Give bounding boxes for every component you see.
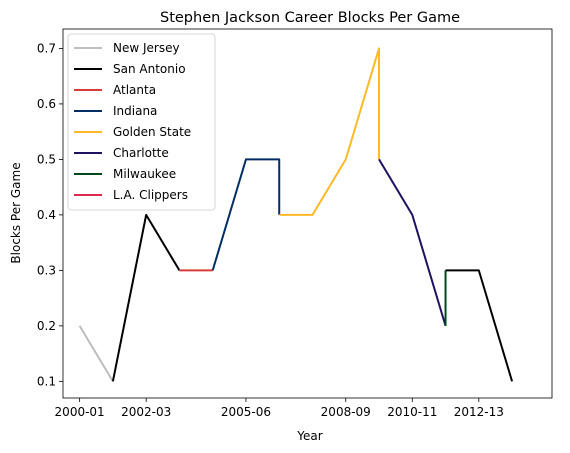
- y-axis: 0.1 0.2 0.3 0.4 0.5 0.6 0.7: [37, 41, 63, 388]
- y-tick-label: 0.6: [37, 97, 56, 111]
- plot-lines: [78, 47, 514, 382]
- plot-frame: [62, 28, 553, 399]
- y-tick-label: 0.3: [37, 263, 56, 277]
- y-tick-label: 0.7: [37, 41, 56, 55]
- x-tick-label: 2010-11: [387, 405, 437, 419]
- legend-label-san-antonio: San Antonio: [113, 62, 186, 76]
- y-tick-label: 0.1: [37, 374, 56, 388]
- legend-label-milwaukee: Milwaukee: [113, 167, 176, 181]
- legend-label-charlotte: Charlotte: [113, 146, 169, 160]
- series-line-new-jersey-0: [78, 325, 114, 382]
- legend: New Jersey San Antonio Atlanta Indiana Golde…: [67, 33, 216, 211]
- legend-label-indiana: Indiana: [113, 104, 157, 118]
- x-tick-label: 2000-01: [55, 405, 105, 419]
- chart-title: Stephen Jackson Career Blocks Per Game: [160, 10, 460, 26]
- series-line-golden-state-4: [279, 47, 381, 216]
- legend-label-atlanta: Atlanta: [113, 83, 156, 97]
- x-axis: 2000-01 2002-03 2005-06 2008-09 2010-11 2012-…: [55, 398, 504, 419]
- series-line-charlotte-5: [378, 158, 447, 327]
- x-axis-label: Year: [296, 429, 322, 443]
- x-tick-label: 2008-09: [321, 405, 371, 419]
- y-tick-label: 0.5: [37, 152, 56, 166]
- series-line-san-antonio-8: [445, 269, 514, 382]
- y-tick-label: 0.4: [37, 208, 56, 222]
- legend-label-l-a-clippers: L.A. Clippers: [113, 188, 188, 202]
- y-tick-label: 0.2: [37, 319, 56, 333]
- x-tick-label: 2002-03: [121, 405, 171, 419]
- series-line-san-antonio-1: [111, 213, 181, 382]
- x-tick-label: 2012-13: [454, 405, 504, 419]
- y-axis-label: Blocks Per Game: [9, 162, 23, 263]
- legend-label-new-jersey: New Jersey: [113, 41, 180, 55]
- legend-label-golden-state: Golden State: [113, 125, 191, 139]
- legend-box: [67, 33, 216, 211]
- x-tick-label: 2005-06: [221, 405, 271, 419]
- series-line-indiana-3: [211, 158, 281, 271]
